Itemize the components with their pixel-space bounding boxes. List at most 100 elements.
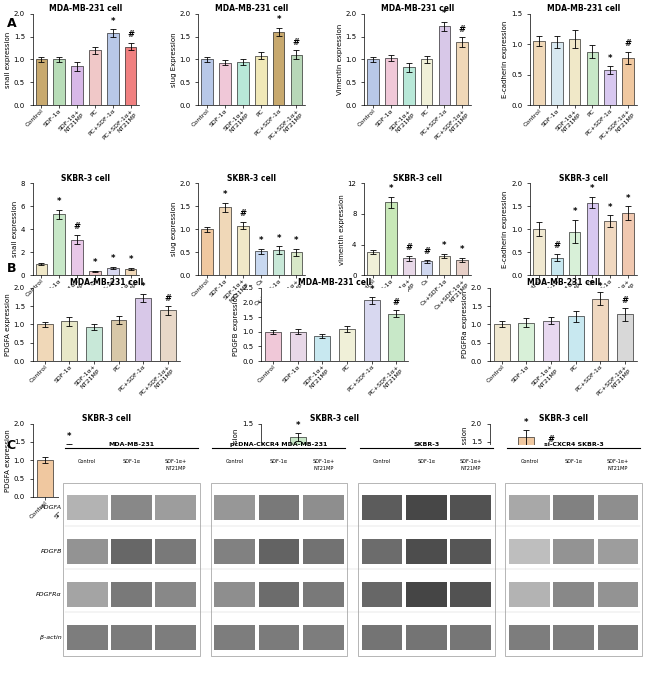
Bar bbox=[494, 324, 510, 361]
Text: *: * bbox=[141, 282, 146, 291]
Bar bbox=[273, 32, 285, 105]
Text: SDF-1α: SDF-1α bbox=[270, 459, 288, 464]
Bar bbox=[111, 487, 127, 497]
Y-axis label: snail expression: snail expression bbox=[5, 31, 11, 88]
Bar bbox=[363, 468, 380, 497]
Bar bbox=[125, 269, 136, 275]
Bar bbox=[367, 59, 379, 105]
Text: si-CXCR4 SKBR-3: si-CXCR4 SKBR-3 bbox=[544, 442, 604, 447]
Text: *: * bbox=[116, 473, 121, 482]
Bar bbox=[61, 322, 77, 361]
Bar bbox=[367, 252, 379, 275]
Bar bbox=[125, 47, 136, 105]
Bar bbox=[202, 229, 213, 275]
Title: SKBR-3 cell: SKBR-3 cell bbox=[62, 173, 110, 183]
Bar bbox=[315, 475, 330, 497]
Y-axis label: E-cadherin expression: E-cadherin expression bbox=[502, 21, 508, 98]
Bar bbox=[551, 258, 562, 275]
Title: MDA-MB-231 cell: MDA-MB-231 cell bbox=[547, 4, 620, 13]
Bar bbox=[36, 59, 47, 105]
Text: *: * bbox=[93, 258, 97, 267]
Text: *: * bbox=[573, 460, 578, 469]
Text: #: # bbox=[127, 31, 134, 39]
Bar bbox=[37, 324, 53, 361]
Y-axis label: slug expression: slug expression bbox=[171, 202, 177, 256]
Text: #: # bbox=[625, 39, 632, 48]
Bar bbox=[255, 56, 266, 105]
Bar bbox=[439, 27, 450, 105]
Bar bbox=[160, 311, 176, 361]
Y-axis label: PDGFA expression: PDGFA expression bbox=[5, 429, 11, 492]
Bar bbox=[237, 62, 249, 105]
Bar bbox=[586, 52, 598, 105]
Bar bbox=[586, 203, 598, 275]
Bar bbox=[135, 481, 151, 497]
Bar bbox=[519, 437, 534, 497]
Text: *: * bbox=[165, 470, 170, 479]
Bar bbox=[315, 336, 330, 361]
Y-axis label: PDGFRa expression: PDGFRa expression bbox=[462, 290, 468, 358]
Bar bbox=[567, 316, 584, 361]
Bar bbox=[291, 55, 302, 105]
Text: *: * bbox=[626, 194, 630, 203]
Text: #: # bbox=[293, 37, 300, 47]
Title: SKBR-3 cell: SKBR-3 cell bbox=[559, 173, 608, 183]
Text: NT21MP: NT21MP bbox=[313, 466, 333, 471]
Bar bbox=[604, 221, 616, 275]
Text: #: # bbox=[73, 222, 81, 231]
Bar bbox=[421, 59, 432, 105]
Text: *: * bbox=[573, 207, 577, 216]
Bar bbox=[135, 298, 151, 361]
Text: *: * bbox=[590, 184, 595, 194]
Text: C: C bbox=[6, 439, 16, 452]
Text: MDA-MB-231: MDA-MB-231 bbox=[109, 442, 155, 447]
Text: SKBR-3: SKBR-3 bbox=[413, 442, 439, 447]
Title: MDA-MB-231 cell: MDA-MB-231 cell bbox=[70, 278, 143, 287]
Bar bbox=[622, 58, 634, 105]
Bar bbox=[290, 437, 306, 497]
Text: SDF-1α: SDF-1α bbox=[417, 459, 436, 464]
Text: #: # bbox=[393, 298, 400, 307]
Text: *: * bbox=[276, 15, 281, 24]
Text: *: * bbox=[442, 10, 447, 18]
Title: SKBR-3 cell: SKBR-3 cell bbox=[82, 413, 131, 423]
Bar bbox=[219, 207, 231, 275]
Text: #: # bbox=[621, 296, 628, 305]
Text: Control: Control bbox=[373, 459, 391, 464]
Text: PDGFB: PDGFB bbox=[40, 549, 62, 554]
Text: #: # bbox=[553, 241, 560, 250]
Bar bbox=[567, 474, 584, 497]
Text: *: * bbox=[524, 418, 528, 427]
Bar bbox=[111, 320, 127, 361]
Text: NT21MP: NT21MP bbox=[460, 466, 481, 471]
Text: *: * bbox=[296, 422, 300, 430]
Text: #: # bbox=[405, 243, 412, 252]
Text: *: * bbox=[598, 282, 603, 290]
Bar bbox=[291, 252, 302, 275]
Bar bbox=[388, 473, 404, 497]
Bar bbox=[160, 484, 176, 497]
Title: SKBR-3 cell: SKBR-3 cell bbox=[393, 173, 442, 183]
Text: SDF-1α: SDF-1α bbox=[565, 459, 582, 464]
Bar bbox=[36, 264, 47, 275]
Y-axis label: PDGFB expression: PDGFB expression bbox=[233, 292, 239, 356]
Text: *: * bbox=[623, 457, 627, 466]
Bar bbox=[107, 268, 118, 275]
Text: Control: Control bbox=[226, 459, 244, 464]
Bar bbox=[569, 232, 580, 275]
Text: *: * bbox=[608, 54, 612, 63]
Bar bbox=[403, 67, 415, 105]
Bar bbox=[421, 261, 432, 275]
Text: *: * bbox=[389, 184, 393, 194]
Text: *: * bbox=[111, 254, 115, 263]
Text: SDF-1α+: SDF-1α+ bbox=[165, 459, 187, 464]
Text: SDF-1α+: SDF-1α+ bbox=[460, 459, 482, 464]
Text: *: * bbox=[394, 458, 398, 467]
Y-axis label: vimentin expression: vimentin expression bbox=[339, 194, 345, 265]
Bar bbox=[551, 42, 562, 105]
Title: MDA-MB-231 cell: MDA-MB-231 cell bbox=[381, 4, 454, 13]
Bar bbox=[86, 464, 102, 497]
Text: Control: Control bbox=[78, 459, 96, 464]
Bar bbox=[439, 256, 450, 275]
Text: #: # bbox=[319, 460, 326, 469]
